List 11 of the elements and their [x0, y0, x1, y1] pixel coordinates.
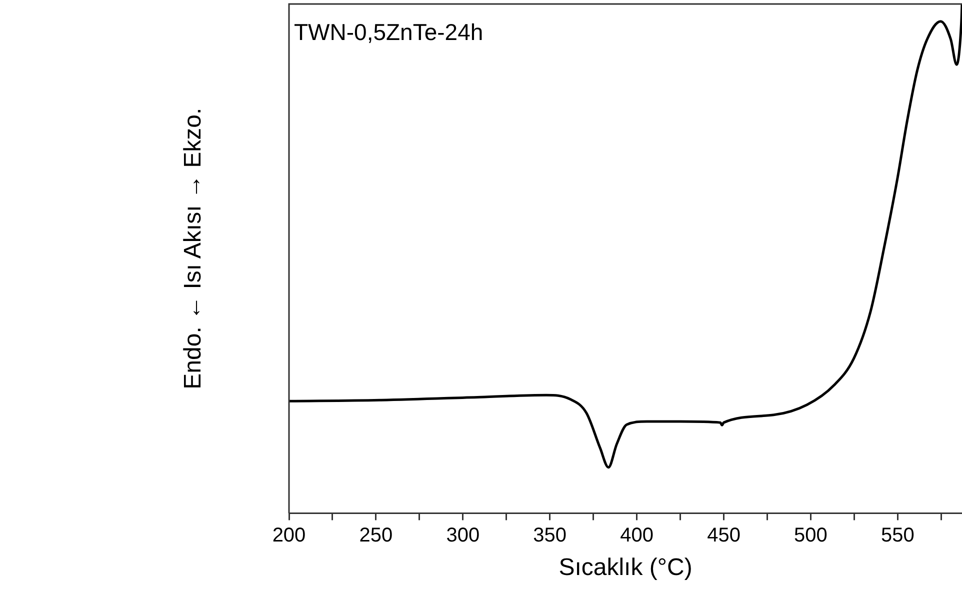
x-tick-label: 200	[272, 524, 306, 547]
y-axis-title: Endo. ← Isı Akısı → Ekzo.	[180, 108, 207, 390]
x-axis-title: Sıcaklık (°C)	[558, 554, 692, 582]
x-tick-label: 550	[880, 524, 914, 547]
x-tick-label: 300	[446, 524, 480, 547]
x-tick-label: 350	[533, 524, 567, 547]
x-tick-label: 500	[794, 524, 828, 547]
x-tick-label: 450	[707, 524, 740, 547]
x-tick-label: 250	[359, 524, 393, 547]
x-tick-label: 400	[620, 524, 654, 547]
annotation: TWN-0,5ZnTe-24h	[294, 18, 484, 45]
